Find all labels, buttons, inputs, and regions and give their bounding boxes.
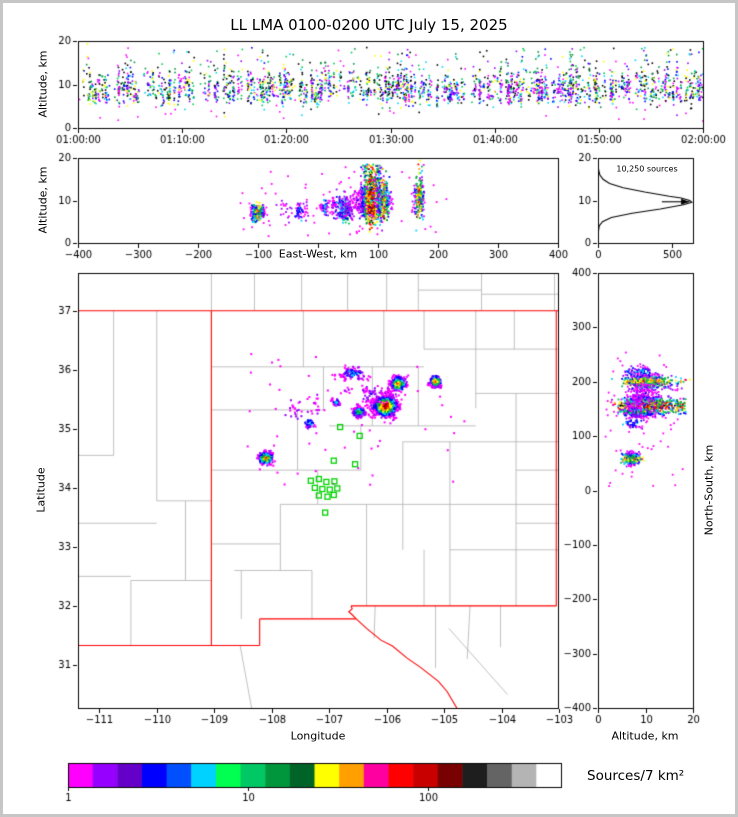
- colorbar-label: Sources/7 km²: [587, 768, 685, 784]
- ew-panel-xlabel: East-West, km: [278, 247, 358, 261]
- ns-panel-ylabel: North-South, km: [702, 444, 716, 536]
- ew-panel-ylabel: Altitude, km: [36, 166, 50, 234]
- ns-panel-xlabel: Altitude, km: [611, 729, 679, 743]
- source-count-annotation: 10,250 sources: [616, 164, 678, 174]
- time-panel-ylabel: Altitude, km: [36, 50, 50, 118]
- map-xlabel: Longitude: [290, 729, 346, 743]
- map-ylabel: Latitude: [34, 467, 48, 513]
- plot-canvas: [3, 3, 735, 814]
- figure-title: LL LMA 0100-0200 UTC July 15, 2025: [230, 16, 508, 34]
